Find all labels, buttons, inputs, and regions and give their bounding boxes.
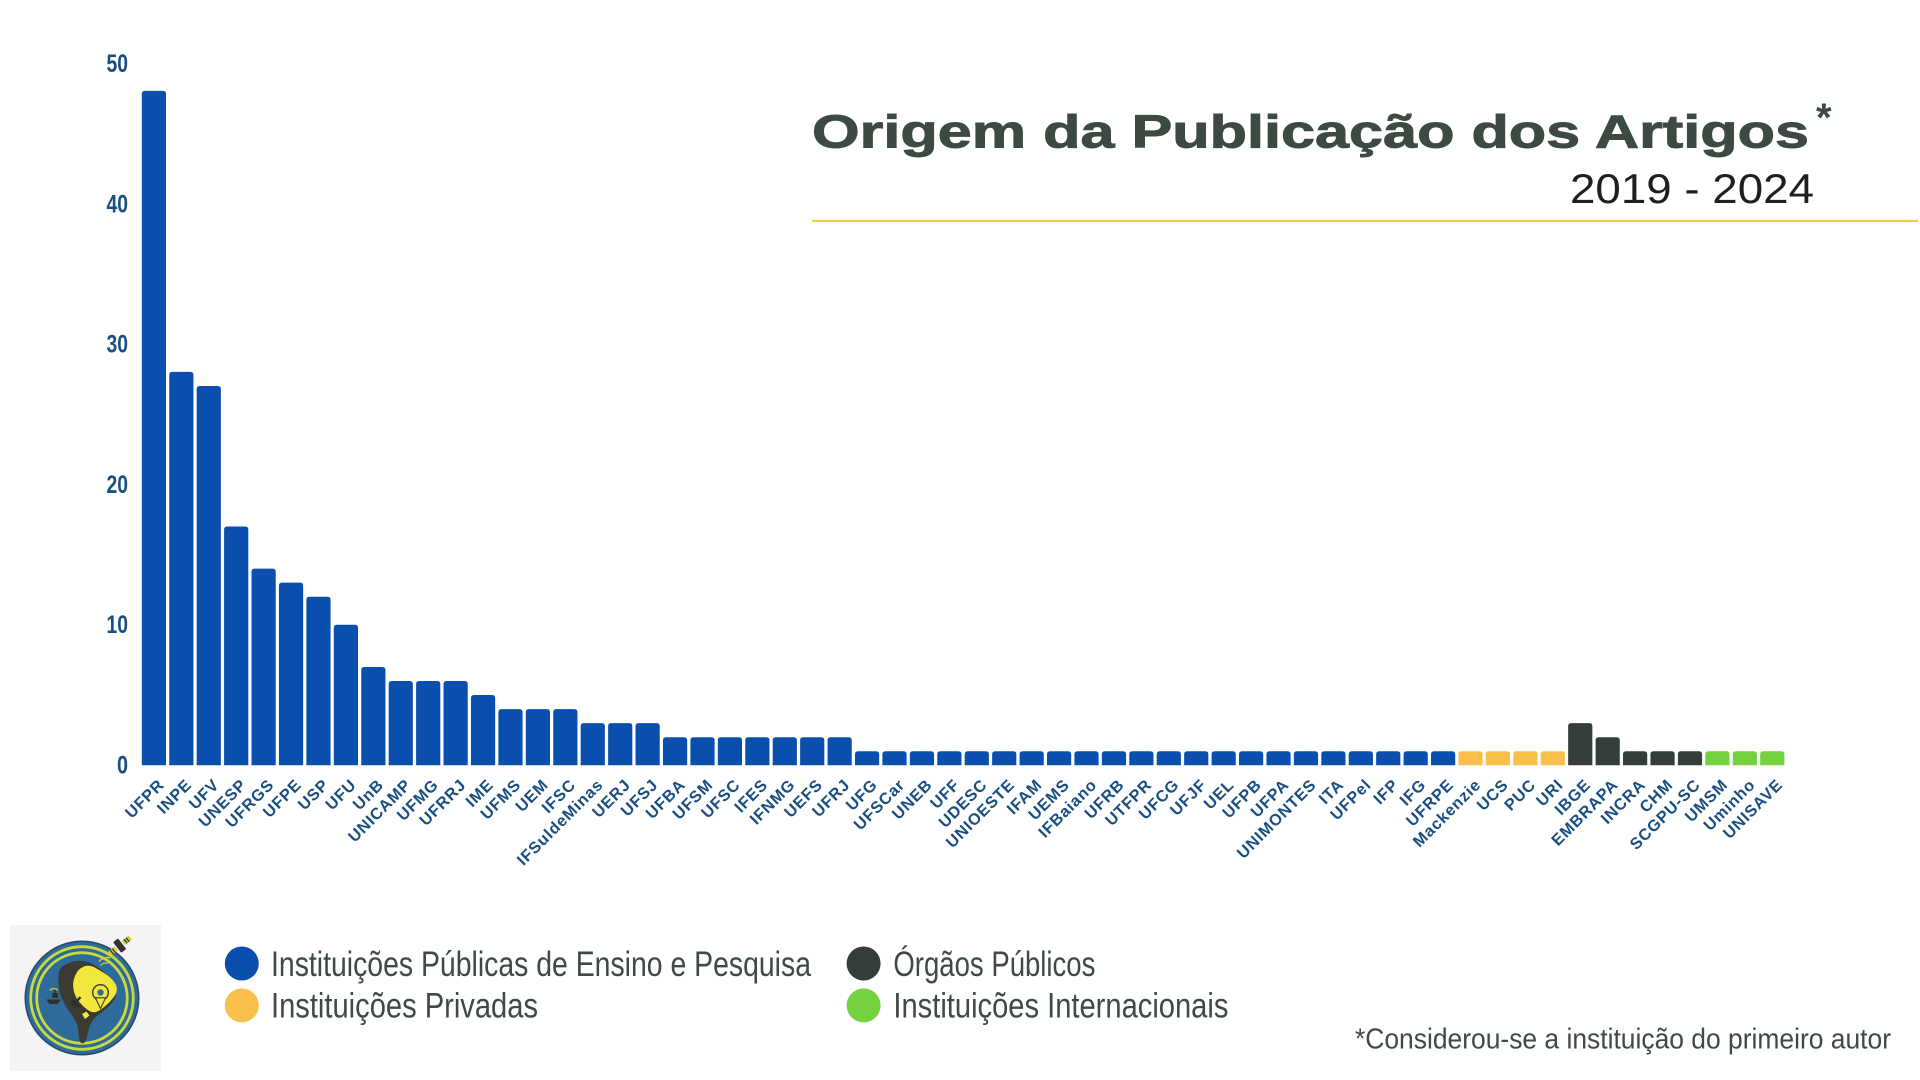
svg-text:Instituições Privadas: Instituições Privadas — [271, 987, 538, 1026]
svg-text:0: 0 — [117, 751, 128, 779]
svg-text:*Considerou-se a instituição d: *Considerou-se a instituição do primeiro… — [1355, 1023, 1891, 1055]
svg-text:30: 30 — [107, 331, 129, 359]
svg-text:Instituições Públicas de Ensin: Instituições Públicas de Ensino e Pesqui… — [271, 945, 811, 984]
svg-text:40: 40 — [107, 190, 129, 218]
svg-text:2019 - 2024: 2019 - 2024 — [1570, 165, 1814, 212]
svg-text:*: * — [1816, 96, 1832, 140]
svg-text:Órgãos Públicos: Órgãos Públicos — [893, 945, 1095, 984]
svg-text:Instituições Internacionais: Instituições Internacionais — [893, 987, 1228, 1026]
svg-text:Origem da Publicação dos Artig: Origem da Publicação dos Artigos — [812, 106, 1809, 158]
svg-text:20: 20 — [107, 471, 129, 499]
svg-text:10: 10 — [107, 611, 129, 639]
svg-text:50: 50 — [107, 50, 129, 78]
